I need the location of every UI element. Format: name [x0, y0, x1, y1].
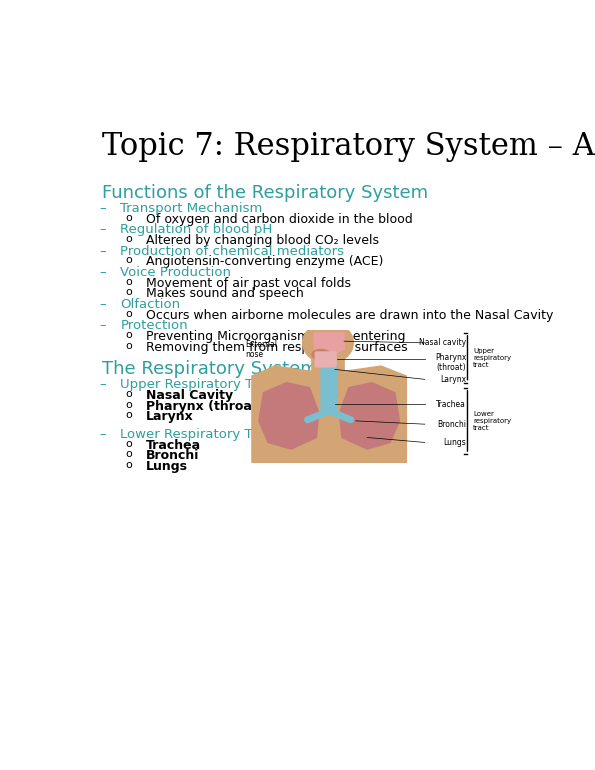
Text: o: o [125, 439, 132, 449]
Text: Larynx: Larynx [146, 410, 193, 424]
Text: Nasal cavity: Nasal cavity [419, 338, 466, 347]
Text: Larynx: Larynx [440, 375, 466, 384]
Polygon shape [259, 383, 319, 449]
Text: –: – [100, 245, 107, 258]
Text: o: o [125, 341, 132, 351]
Text: Trachea: Trachea [437, 400, 466, 409]
Text: Production of chemical mediators: Production of chemical mediators [121, 245, 345, 258]
Text: Lungs: Lungs [146, 460, 188, 473]
Text: o: o [125, 450, 132, 460]
Polygon shape [340, 383, 399, 449]
Text: Altered by changing blood CO₂ levels: Altered by changing blood CO₂ levels [146, 234, 379, 247]
Text: Pharynx
(throat): Pharynx (throat) [435, 353, 466, 373]
Polygon shape [314, 333, 344, 354]
Text: Voice Production: Voice Production [121, 266, 231, 279]
Text: Lower Respiratory Tract: Lower Respiratory Tract [121, 428, 277, 441]
Text: Of oxygen and carbon dioxide in the blood: Of oxygen and carbon dioxide in the bloo… [146, 213, 412, 226]
Text: The Respiratory System: The Respiratory System [102, 360, 318, 378]
Text: –: – [100, 223, 107, 236]
Text: Removing them from respiratory surfaces: Removing them from respiratory surfaces [146, 341, 408, 354]
FancyArrowPatch shape [308, 412, 327, 420]
Ellipse shape [312, 350, 330, 360]
Text: Nasal Cavity: Nasal Cavity [146, 389, 233, 402]
Text: –: – [100, 428, 107, 441]
Text: o: o [125, 410, 132, 420]
Text: Upper Respiratory Tract: Upper Respiratory Tract [121, 378, 278, 391]
Text: Lungs: Lungs [444, 438, 466, 447]
Text: o: o [125, 460, 132, 470]
Text: o: o [125, 330, 132, 340]
Text: Olfaction: Olfaction [121, 298, 181, 311]
Text: o: o [125, 287, 132, 297]
Text: –: – [100, 298, 107, 311]
Text: Protection: Protection [121, 320, 188, 333]
Ellipse shape [303, 322, 353, 363]
Text: External
nose: External nose [245, 340, 277, 359]
Text: o: o [125, 309, 132, 319]
Text: –: – [100, 266, 107, 279]
FancyBboxPatch shape [312, 341, 344, 371]
Text: –: – [100, 378, 107, 391]
Text: Lower
respiratory
tract: Lower respiratory tract [473, 411, 511, 431]
Text: o: o [125, 256, 132, 266]
Text: Makes sound and speech: Makes sound and speech [146, 287, 303, 300]
Text: Movement of air past vocal folds: Movement of air past vocal folds [146, 276, 351, 290]
Text: –: – [100, 320, 107, 333]
FancyArrowPatch shape [332, 412, 351, 420]
Text: o: o [125, 276, 132, 286]
FancyBboxPatch shape [321, 364, 337, 414]
Text: o: o [125, 234, 132, 244]
Text: o: o [125, 213, 132, 223]
Text: Preventing Microorganisms from entering: Preventing Microorganisms from entering [146, 330, 405, 343]
Text: Occurs when airborne molecules are drawn into the Nasal Cavity: Occurs when airborne molecules are drawn… [146, 309, 553, 322]
Text: Regulation of blood pH: Regulation of blood pH [121, 223, 273, 236]
Text: Bronchi: Bronchi [437, 420, 466, 429]
Polygon shape [252, 366, 406, 462]
Text: Transport Mechanism: Transport Mechanism [121, 202, 263, 215]
Text: Upper
respiratory
tract: Upper respiratory tract [473, 348, 511, 368]
Text: Trachea: Trachea [146, 439, 201, 452]
Text: –: – [100, 202, 107, 215]
Text: Functions of the Respiratory System: Functions of the Respiratory System [102, 184, 428, 203]
Text: Bronchi: Bronchi [146, 450, 199, 462]
FancyBboxPatch shape [315, 352, 336, 367]
Text: o: o [125, 400, 132, 410]
Text: Angiotensin-converting enzyme (ACE): Angiotensin-converting enzyme (ACE) [146, 256, 383, 269]
Text: Topic 7: Respiratory System – Anatomy: Topic 7: Respiratory System – Anatomy [102, 131, 595, 162]
Text: Pharynx (throat): Pharynx (throat) [146, 400, 264, 413]
Text: o: o [125, 389, 132, 399]
